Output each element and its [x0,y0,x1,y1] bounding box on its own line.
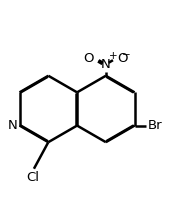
Text: Br: Br [148,119,162,132]
Text: −: − [121,50,130,60]
Text: Cl: Cl [26,171,39,184]
Text: N: N [101,58,111,71]
Text: +: + [109,51,118,61]
Text: N: N [8,119,18,132]
Text: O: O [84,52,94,65]
Text: O: O [117,52,128,65]
